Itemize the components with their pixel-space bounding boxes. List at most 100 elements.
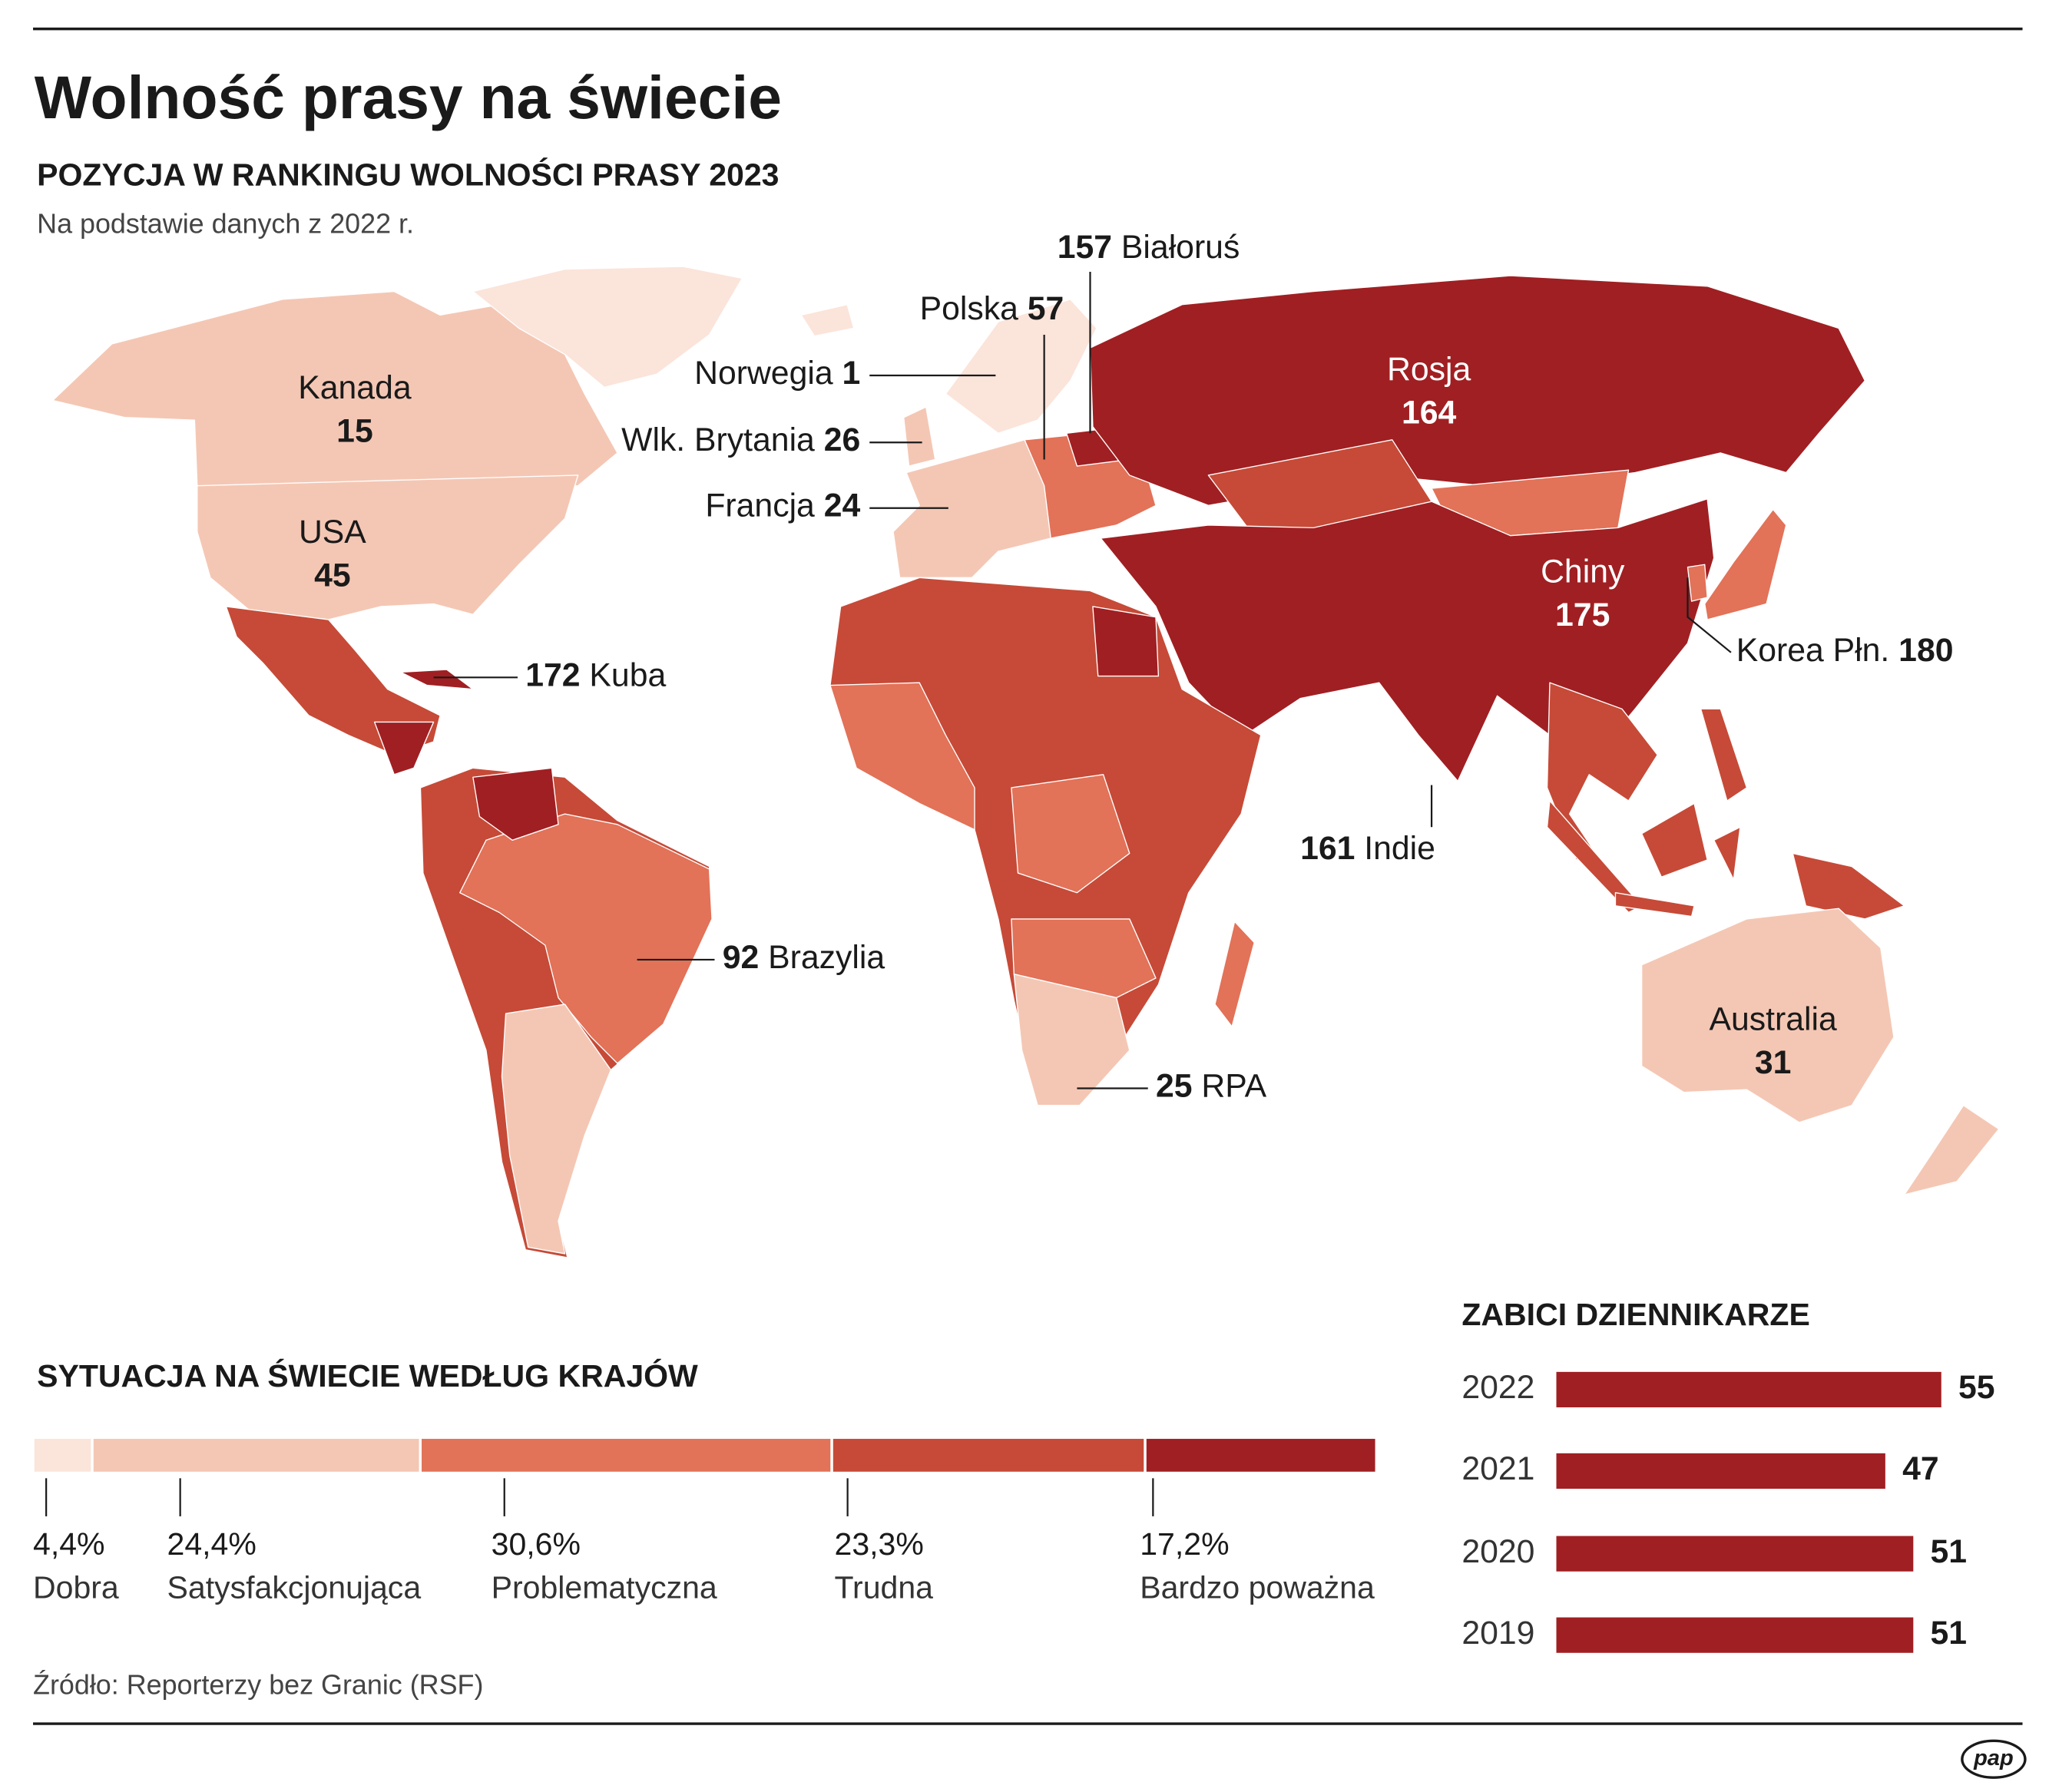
bar bbox=[1556, 1536, 1914, 1572]
category-label: 2020 bbox=[1461, 1533, 1534, 1570]
south-africa bbox=[1013, 974, 1130, 1106]
madagascar bbox=[1214, 921, 1255, 1027]
category-label: 2021 bbox=[1461, 1450, 1534, 1487]
country-rank: 157 bbox=[1058, 229, 1112, 266]
bar-segment bbox=[419, 1436, 833, 1475]
russia bbox=[1089, 275, 1866, 506]
value-label: 17,2% bbox=[1140, 1526, 1229, 1562]
cuba bbox=[400, 669, 474, 690]
value-label: 30,6% bbox=[492, 1526, 581, 1562]
title: Wolność prasy na świecie bbox=[35, 64, 782, 131]
country-rank: 1 bbox=[842, 355, 860, 392]
japan bbox=[1704, 508, 1787, 620]
country-name: USA bbox=[299, 514, 366, 550]
country-rank: 164 bbox=[1402, 395, 1457, 431]
country-rank: 26 bbox=[824, 422, 861, 459]
country-rank: 92 bbox=[723, 939, 760, 976]
greenland bbox=[472, 266, 743, 388]
country-rank: 180 bbox=[1898, 632, 1953, 669]
country-rank: 161 bbox=[1300, 830, 1355, 867]
country-rank: 31 bbox=[1755, 1044, 1792, 1081]
country-name: Brazylia bbox=[768, 939, 885, 976]
sulawesi bbox=[1713, 826, 1741, 881]
country-name: Australia bbox=[1710, 1001, 1837, 1038]
central-america bbox=[373, 721, 435, 775]
country-name: Francja bbox=[705, 488, 815, 524]
legend-label: Satysfakcjonująca bbox=[167, 1570, 422, 1605]
source: Źródło: Reporterzy bez Granic (RSF) bbox=[33, 1670, 483, 1701]
legend-label: Dobra bbox=[33, 1570, 119, 1605]
country-name: Kuba bbox=[589, 657, 666, 694]
indonesia-west bbox=[1546, 800, 1643, 914]
new-guinea bbox=[1792, 852, 1905, 920]
scandinavia bbox=[945, 299, 1097, 434]
country-rank: 45 bbox=[314, 557, 351, 594]
leader-line bbox=[1687, 577, 1732, 653]
logo-badge bbox=[1961, 1739, 2027, 1779]
legend-label: Trudna bbox=[835, 1570, 934, 1605]
bar-segment bbox=[31, 1436, 94, 1475]
country-name: Korea Płn. bbox=[1736, 632, 1890, 669]
country-label: Wlk. Brytania 26 bbox=[621, 422, 860, 459]
category-label: 2019 bbox=[1461, 1615, 1534, 1651]
logo: pap bbox=[1973, 1746, 2014, 1771]
uk bbox=[903, 406, 936, 467]
country-label: Polska 57 bbox=[920, 291, 1064, 328]
egypt bbox=[1092, 606, 1160, 677]
subtitle: POZYCJA W RANKINGU WOLNOŚCI PRASY 2023 bbox=[37, 157, 779, 193]
bar-segment bbox=[91, 1436, 422, 1475]
country-rank: 175 bbox=[1555, 597, 1610, 633]
country-name: Wlk. Brytania bbox=[621, 422, 815, 459]
country-label: Korea Płn. 180 bbox=[1736, 632, 1954, 669]
world-map bbox=[51, 266, 2000, 1258]
usa bbox=[197, 474, 579, 620]
note: Na podstawie danych z 2022 r. bbox=[37, 209, 414, 240]
bar-segment bbox=[830, 1436, 1147, 1475]
chart-title: ZABICI DZIENNIKARZE bbox=[1461, 1297, 1809, 1332]
country-name: Indie bbox=[1364, 830, 1435, 867]
map-labels: Kanada 15 USA 45 Rosja 164 Chiny 175 Australia 31… bbox=[298, 229, 1953, 1105]
borneo bbox=[1640, 802, 1708, 878]
value-label: 4,4% bbox=[33, 1526, 105, 1562]
country-label: 161 Indie bbox=[1300, 830, 1435, 867]
value-label: 23,3% bbox=[835, 1526, 924, 1562]
country-name: Chiny bbox=[1541, 554, 1625, 590]
value-label: 51 bbox=[1931, 1533, 1968, 1570]
country-name: Norwegia bbox=[694, 355, 833, 392]
bar bbox=[1556, 1617, 1914, 1653]
country-name: Białoruś bbox=[1121, 229, 1240, 266]
java bbox=[1614, 892, 1695, 917]
country-rank: 172 bbox=[525, 657, 580, 694]
korea bbox=[1687, 564, 1708, 602]
country-name: Rosja bbox=[1387, 351, 1471, 388]
philippines bbox=[1700, 708, 1748, 802]
country-name: Polska bbox=[920, 291, 1018, 328]
value-label: 55 bbox=[1958, 1369, 1995, 1406]
west-africa bbox=[829, 682, 975, 831]
country-rank: 15 bbox=[336, 413, 373, 450]
bar-segment bbox=[1144, 1436, 1378, 1475]
new-zealand bbox=[1903, 1105, 2000, 1195]
bar bbox=[1556, 1453, 1885, 1489]
country-rank: 25 bbox=[1156, 1068, 1193, 1105]
southern-africa bbox=[1011, 918, 1157, 999]
brazil bbox=[459, 813, 713, 1064]
chart-title: SYTUACJA NA ŚWIECIE WEDŁUG KRAJÓW bbox=[37, 1358, 698, 1394]
value-label: 24,4% bbox=[167, 1526, 257, 1562]
country-rank: 24 bbox=[824, 488, 861, 524]
country-rank: 57 bbox=[1028, 291, 1064, 328]
argentina-chile bbox=[501, 1003, 612, 1255]
bar bbox=[1556, 1371, 1941, 1408]
country-label: 25 RPA bbox=[1156, 1068, 1267, 1105]
category-label: 2022 bbox=[1461, 1369, 1534, 1406]
iceland bbox=[800, 304, 855, 337]
country-name: RPA bbox=[1201, 1068, 1266, 1105]
country-label: Francja 24 bbox=[705, 488, 860, 524]
country-label: Norwegia 1 bbox=[694, 355, 860, 392]
legend-label: Problematyczna bbox=[492, 1570, 717, 1605]
country-label: 92 Brazylia bbox=[723, 939, 885, 976]
country-name: Kanada bbox=[298, 369, 412, 406]
value-label: 47 bbox=[1902, 1450, 1939, 1487]
country-label: 157 Białoruś bbox=[1058, 229, 1240, 266]
